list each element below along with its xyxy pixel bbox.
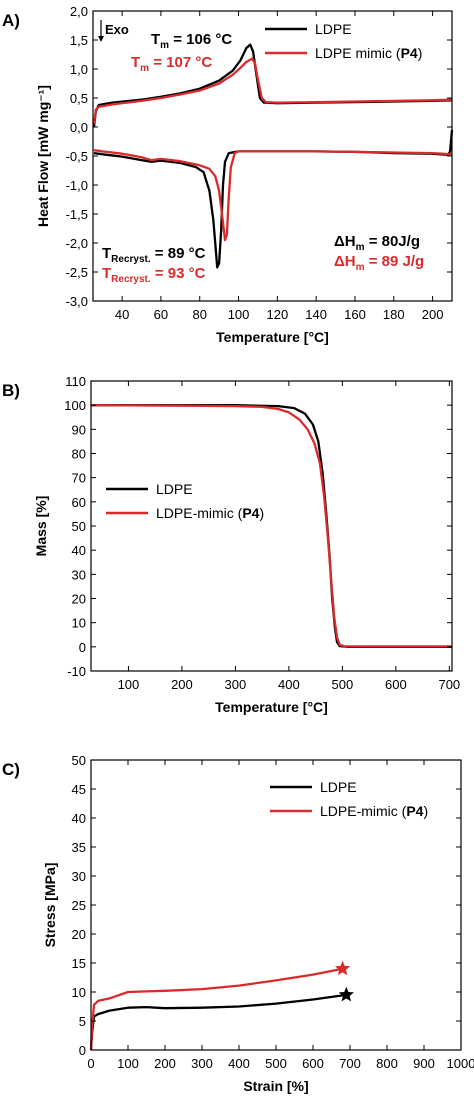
series-line-mimic-1 xyxy=(92,57,453,125)
legend-label-2: LDPE-mimic (P4) xyxy=(320,803,428,819)
annotation-tm_ldpe: Tm = 106 °C xyxy=(151,31,232,51)
x-tick-label: 100 xyxy=(117,1056,139,1071)
x-tick-label: 200 xyxy=(422,307,444,322)
x-tick-label: 0 xyxy=(87,1056,94,1071)
y-tick-label: -1,0 xyxy=(66,178,88,193)
x-tick-label: 300 xyxy=(191,1056,213,1071)
y-tick-label: 1,0 xyxy=(70,62,88,77)
y-tick-label: 40 xyxy=(72,543,86,558)
annotation-dh_ldpe: ΔHm = 80J/g xyxy=(334,233,420,253)
x-tick-label: 500 xyxy=(332,677,354,692)
y-tick-label: 45 xyxy=(72,782,86,797)
y-tick-label: -1,5 xyxy=(66,207,88,222)
legend-label-2: LDPE mimic (P4) xyxy=(315,45,422,61)
y-tick-label: 100 xyxy=(64,398,86,413)
x-axis-title: Temperature [°C] xyxy=(216,329,329,345)
y-tick-label: 0 xyxy=(79,1043,86,1058)
x-tick-label: 60 xyxy=(154,307,168,322)
legend-label-1: LDPE xyxy=(320,779,357,795)
y-tick-label: -10 xyxy=(67,664,86,679)
x-tick-label: 700 xyxy=(438,677,460,692)
y-tick-label: 0,0 xyxy=(70,120,88,135)
y-tick-label: -3,0 xyxy=(66,294,88,309)
y-axis-title: Stress [MPa] xyxy=(42,863,58,948)
panel-label: B) xyxy=(2,381,20,400)
y-tick-label: 15 xyxy=(72,956,86,971)
y-tick-label: -2,0 xyxy=(66,236,88,251)
y-tick-label: 40 xyxy=(72,811,86,826)
x-tick-label: 120 xyxy=(266,307,288,322)
series-line-mimic-1 xyxy=(90,404,452,648)
x-tick-label: 400 xyxy=(278,677,300,692)
x-tick-label: 900 xyxy=(413,1056,435,1071)
x-tick-label: 140 xyxy=(305,307,327,322)
y-tick-label: 60 xyxy=(72,495,86,510)
x-tick-label: 200 xyxy=(171,677,193,692)
x-tick-label: 700 xyxy=(339,1056,361,1071)
y-tick-label: 50 xyxy=(72,519,86,534)
y-tick-label: 30 xyxy=(72,567,86,582)
y-tick-label: 25 xyxy=(72,898,86,913)
exo-arrow-head xyxy=(98,36,104,42)
y-tick-label: 0 xyxy=(79,640,86,655)
chart-panel-1: A) -3,0 -2,5 -2,0 -1,5 -1,0 -0,5 0,0 0,5 1,0 1,5 2,… xyxy=(2,4,454,345)
x-axis-title: Temperature [°C] xyxy=(215,699,328,715)
series-line-mimic-1 xyxy=(89,967,343,1051)
series-line-mimic-2 xyxy=(93,149,453,242)
y-tick-label: 20 xyxy=(72,927,86,942)
y-tick-label: 0,5 xyxy=(70,91,88,106)
x-axis-title: Strain [%] xyxy=(243,1078,308,1094)
y-tick-label: -0,5 xyxy=(66,149,88,164)
y-tick-label: 50 xyxy=(72,753,86,768)
panel-label: C) xyxy=(2,760,20,779)
x-tick-label: 100 xyxy=(118,677,140,692)
legend-label-2: LDPE-mimic (P4) xyxy=(156,505,264,521)
y-tick-label: 30 xyxy=(72,869,86,884)
y-axis-title: Mass [%] xyxy=(33,496,49,557)
annotation-trc_mimic: TRecryst. = 93 °C xyxy=(102,265,206,285)
y-tick-label: -2,5 xyxy=(66,265,88,280)
y-tick-label: 110 xyxy=(65,374,86,389)
x-tick-label: 160 xyxy=(344,307,366,322)
x-tick-label: 800 xyxy=(376,1056,398,1071)
x-tick-label: 600 xyxy=(302,1056,324,1071)
x-tick-label: 1000 xyxy=(447,1056,474,1071)
y-tick-label: 1,5 xyxy=(70,33,88,48)
y-tick-label: 2,0 xyxy=(70,4,88,19)
x-tick-label: 180 xyxy=(383,307,405,322)
y-tick-label: 70 xyxy=(72,471,86,486)
x-tick-label: 100 xyxy=(228,307,250,322)
series-line-ldpe-1 xyxy=(91,404,452,648)
y-tick-label: 10 xyxy=(72,616,86,631)
legend-label-1: LDPE xyxy=(156,481,193,497)
plot-frame xyxy=(90,380,453,672)
y-axis-title: Heat Flow [mW mg⁻¹] xyxy=(35,85,51,227)
annotation-exo: Exo xyxy=(105,22,129,37)
y-tick-label: 35 xyxy=(72,840,86,855)
x-tick-label: 200 xyxy=(154,1056,176,1071)
x-tick-label: 40 xyxy=(115,307,129,322)
break-point-star xyxy=(338,986,354,1002)
annotation-trc_ldpe: TRecryst. = 89 °C xyxy=(102,245,206,265)
y-tick-label: 20 xyxy=(72,592,86,607)
x-tick-label: 80 xyxy=(192,307,206,322)
x-tick-label: 600 xyxy=(385,677,407,692)
chart-panel-2: B) -10 0 10 20 30 40 50 60 70 80 90 100 110 100 200 300 4… xyxy=(2,374,460,715)
annotation-dh_mimic: ΔHm = 89 J/g xyxy=(334,253,424,273)
break-point-star xyxy=(335,960,351,976)
y-tick-label: 90 xyxy=(72,422,86,437)
x-tick-label: 500 xyxy=(265,1056,287,1071)
y-tick-label: 10 xyxy=(72,985,86,1000)
series-line-ldpe-1 xyxy=(89,993,347,1051)
annotation-tm_mimic: Tm = 107 °C xyxy=(131,54,212,74)
y-tick-label: 5 xyxy=(79,1014,86,1029)
y-tick-label: 80 xyxy=(72,447,86,462)
x-tick-label: 300 xyxy=(225,677,247,692)
legend-label-1: LDPE xyxy=(315,21,352,37)
x-tick-label: 400 xyxy=(228,1056,250,1071)
panel-label: A) xyxy=(2,11,20,30)
